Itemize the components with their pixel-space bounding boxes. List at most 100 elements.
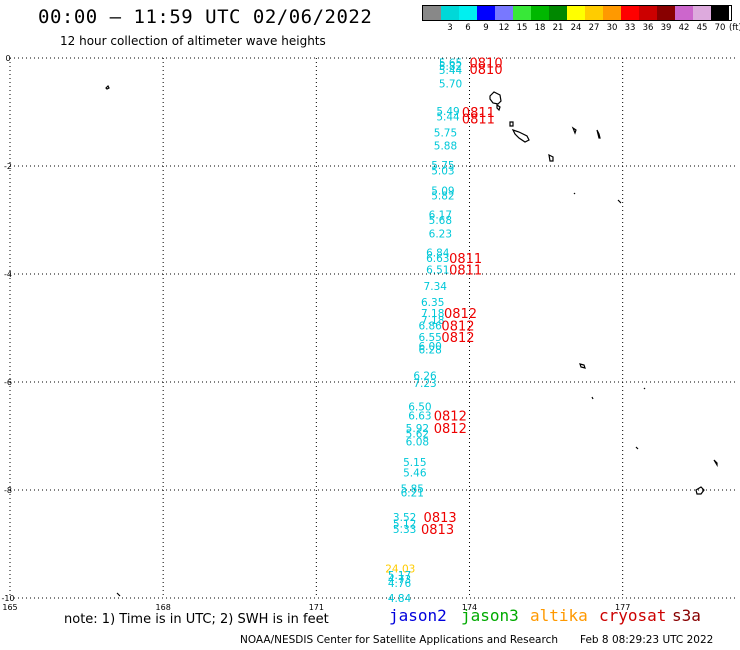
wave-height-label: 6.17 xyxy=(429,210,452,222)
wave-height-label: 5.62 xyxy=(406,428,429,440)
wave-height-label: 5.03 xyxy=(431,165,454,177)
legend-unit: (ft) xyxy=(729,23,740,33)
wave-height-label: 6.28 xyxy=(418,345,441,357)
time-label: 0812 xyxy=(441,319,474,334)
wave-height-label: 5.33 xyxy=(393,524,416,536)
wave-height-label: 6.21 xyxy=(401,488,424,500)
wave-height-label: 6.51 xyxy=(426,265,449,277)
legend-swatch xyxy=(441,6,459,20)
wave-height-label: 5.46 xyxy=(403,468,427,480)
longitude-tick-label: 168 xyxy=(156,603,171,612)
footer-note: note: 1) Time is in UTC; 2) SWH is in fe… xyxy=(64,612,329,627)
island-outline xyxy=(105,84,110,90)
wave-height-label: 5.44 xyxy=(436,111,460,123)
legend-tick-label: 12 xyxy=(498,23,510,33)
wave-height-label: 5.65 xyxy=(439,57,462,69)
island-outline xyxy=(713,459,718,468)
wave-height-label: 3.52 xyxy=(393,512,416,524)
wave-height-label: 7.23 xyxy=(413,378,436,390)
wave-height-label: 7.18 xyxy=(421,315,444,327)
time-label: 0812 xyxy=(444,307,477,322)
wave-height-label: 6.50 xyxy=(408,401,431,413)
wave-height-label: 5.49 xyxy=(436,106,459,118)
legend-tick-label: 21 xyxy=(552,23,564,33)
wave-height-label: 6.08 xyxy=(406,436,429,448)
legend-tick-label: 33 xyxy=(624,23,636,33)
wave-height-label: 4.76 xyxy=(388,578,412,590)
time-label: 0812 xyxy=(441,331,474,346)
wave-height-label: 5.85 xyxy=(401,483,424,495)
wave-height-label: 5.15 xyxy=(403,457,426,469)
time-label: 0811 xyxy=(449,252,482,267)
legend-swatch xyxy=(513,6,531,20)
wave-height-label: 7.34 xyxy=(424,281,448,293)
island-outlines xyxy=(105,84,718,597)
satellite-label: jason3 xyxy=(461,606,519,625)
legend-tick-label: 39 xyxy=(660,23,672,33)
legend-swatch xyxy=(711,6,729,20)
wave-height-label: 6.26 xyxy=(413,371,437,383)
island-outline xyxy=(617,199,622,204)
satellite-label: s3a xyxy=(672,606,701,625)
island-outline xyxy=(116,592,121,597)
legend-tick-label: 3 xyxy=(447,23,453,33)
latitude-tick-label: 0 xyxy=(5,54,10,63)
satellite-label: jason2 xyxy=(389,606,447,625)
island-outline xyxy=(548,153,554,162)
latitude-tick-label: -8 xyxy=(4,486,12,495)
credit-line: NOAA/NESDIS Center for Satellite Applica… xyxy=(240,634,713,646)
island-outline xyxy=(695,486,705,495)
latitude-tick-label: -10 xyxy=(1,594,14,603)
wave-height-label: 6.63 xyxy=(408,410,431,422)
map-subtitle: 12 hour collection of altimeter wave hei… xyxy=(60,34,326,48)
longitude-tick-label: 165 xyxy=(2,603,17,612)
wave-height-label: 4.73 xyxy=(388,574,411,586)
longitude-tick-label: 177 xyxy=(615,603,630,612)
time-label: 0811 xyxy=(462,112,495,127)
legend-tick-label: 70 xyxy=(714,23,726,33)
legend-tick-label: 6 xyxy=(465,23,471,33)
wave-height-label: 6.23 xyxy=(429,229,452,241)
time-label: 0810 xyxy=(470,56,503,71)
wave-height-label: 6.55 xyxy=(418,332,441,344)
time-label: 0811 xyxy=(462,106,495,121)
wave-height-label: 5.70 xyxy=(439,78,462,90)
longitude-tick-label: 171 xyxy=(309,603,324,612)
wave-height-label: 5.82 xyxy=(431,191,454,203)
legend-swatch xyxy=(531,6,549,20)
wave-height-label: 5.12 xyxy=(393,518,416,530)
wave-height-label: 5.75 xyxy=(431,160,454,172)
longitude-tick-label: 174 xyxy=(462,603,477,612)
island-outline xyxy=(596,129,601,139)
island-outline xyxy=(573,192,576,195)
map-labels: 165 168 171 174 1770-2-4-6-8-105.655.825.445… xyxy=(1,54,630,612)
legend-swatch xyxy=(549,6,567,20)
wave-height-label: 6.35 xyxy=(421,297,444,309)
time-label: 0813 xyxy=(421,523,454,538)
wave-height-label: 5.88 xyxy=(434,140,457,152)
wave-height-label: 6.86 xyxy=(418,320,442,332)
time-label: 0813 xyxy=(424,511,457,526)
legend-tick-label: 45 xyxy=(696,23,708,33)
legend-swatch xyxy=(567,6,585,20)
wave-height-label: 5.82 xyxy=(439,61,462,73)
island-outline xyxy=(643,387,646,390)
legend-swatch xyxy=(675,6,693,20)
island-outline xyxy=(496,103,501,112)
island-outline xyxy=(579,363,586,369)
map-grid xyxy=(9,57,735,599)
map-title: 00:00 – 11:59 UTC 02/06/2022 xyxy=(38,6,373,28)
legend-tick-label: 42 xyxy=(678,23,690,33)
legend-swatch xyxy=(639,6,657,20)
wave-height-label: 4.84 xyxy=(388,593,412,605)
legend-swatch xyxy=(693,6,711,20)
wave-height-label: 5.68 xyxy=(429,215,452,227)
legend-tick-label: 15 xyxy=(516,23,528,33)
legend-swatch xyxy=(459,6,477,20)
island-outline xyxy=(511,128,530,143)
time-label: 0810 xyxy=(470,63,503,78)
island-outline xyxy=(591,396,594,400)
